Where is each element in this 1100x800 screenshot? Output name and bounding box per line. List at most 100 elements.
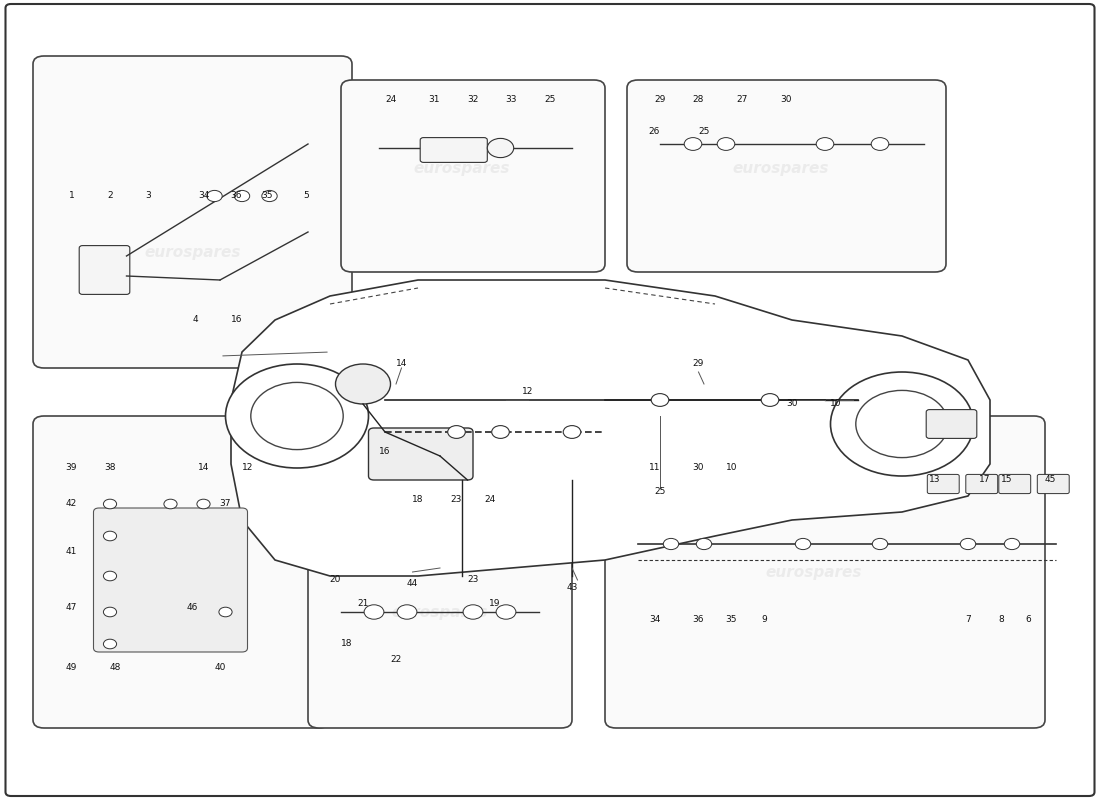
Text: 31: 31 xyxy=(429,95,440,105)
Text: 30: 30 xyxy=(781,95,792,105)
Circle shape xyxy=(487,138,514,158)
FancyBboxPatch shape xyxy=(341,80,605,272)
Text: 8: 8 xyxy=(998,615,1004,625)
Text: 21: 21 xyxy=(358,599,368,609)
Circle shape xyxy=(496,605,516,619)
Circle shape xyxy=(207,190,222,202)
Text: 29: 29 xyxy=(693,359,704,369)
Text: 43: 43 xyxy=(566,583,578,593)
Text: 15: 15 xyxy=(1001,475,1012,485)
Text: 49: 49 xyxy=(66,663,77,673)
Text: 44: 44 xyxy=(407,579,418,589)
Circle shape xyxy=(696,538,712,550)
Text: 24: 24 xyxy=(385,95,396,105)
Text: 36: 36 xyxy=(693,615,704,625)
Text: 35: 35 xyxy=(726,615,737,625)
Circle shape xyxy=(684,138,702,150)
Text: 18: 18 xyxy=(412,495,424,505)
Text: eurospares: eurospares xyxy=(133,565,230,579)
Text: 22: 22 xyxy=(390,655,402,665)
Text: 5: 5 xyxy=(302,191,309,201)
Polygon shape xyxy=(231,280,990,576)
Circle shape xyxy=(336,364,390,404)
Text: 16: 16 xyxy=(231,315,242,325)
FancyBboxPatch shape xyxy=(926,410,977,438)
Circle shape xyxy=(262,190,277,202)
Circle shape xyxy=(563,426,581,438)
Circle shape xyxy=(251,382,343,450)
Text: 26: 26 xyxy=(649,127,660,137)
Text: 38: 38 xyxy=(104,463,116,473)
Circle shape xyxy=(219,607,232,617)
Text: 14: 14 xyxy=(396,359,407,369)
Circle shape xyxy=(197,499,210,509)
Text: 25: 25 xyxy=(654,487,666,497)
Text: 23: 23 xyxy=(468,575,478,585)
Text: 41: 41 xyxy=(66,547,77,557)
Text: eurospares: eurospares xyxy=(392,605,488,619)
Text: 12: 12 xyxy=(522,387,534,397)
Circle shape xyxy=(1004,538,1020,550)
Circle shape xyxy=(397,605,417,619)
Text: 29: 29 xyxy=(654,95,666,105)
FancyBboxPatch shape xyxy=(94,508,248,652)
Circle shape xyxy=(164,499,177,509)
Text: 48: 48 xyxy=(110,663,121,673)
FancyBboxPatch shape xyxy=(999,474,1031,494)
Text: 47: 47 xyxy=(66,603,77,613)
Text: 42: 42 xyxy=(66,499,77,509)
Text: 45: 45 xyxy=(1045,475,1056,485)
Text: 23: 23 xyxy=(451,495,462,505)
Circle shape xyxy=(651,394,669,406)
FancyBboxPatch shape xyxy=(33,56,352,368)
Text: 30: 30 xyxy=(693,463,704,473)
Text: 46: 46 xyxy=(187,603,198,613)
Text: 18: 18 xyxy=(341,639,352,649)
FancyBboxPatch shape xyxy=(33,416,330,728)
Circle shape xyxy=(872,538,888,550)
Text: 12: 12 xyxy=(242,463,253,473)
Circle shape xyxy=(103,571,117,581)
Circle shape xyxy=(364,605,384,619)
Text: 35: 35 xyxy=(262,191,273,201)
Text: 13: 13 xyxy=(930,475,940,485)
Circle shape xyxy=(761,394,779,406)
Text: 32: 32 xyxy=(468,95,478,105)
Text: 4: 4 xyxy=(192,315,199,325)
Text: 1: 1 xyxy=(68,191,75,201)
Text: 25: 25 xyxy=(544,95,556,105)
Text: 24: 24 xyxy=(484,495,495,505)
Circle shape xyxy=(830,372,974,476)
Circle shape xyxy=(103,639,117,649)
Text: 2: 2 xyxy=(107,191,113,201)
Circle shape xyxy=(234,190,250,202)
Text: 34: 34 xyxy=(198,191,209,201)
FancyBboxPatch shape xyxy=(308,512,572,728)
Text: 25: 25 xyxy=(698,127,710,137)
Circle shape xyxy=(103,607,117,617)
Text: 19: 19 xyxy=(490,599,500,609)
Text: 17: 17 xyxy=(979,475,990,485)
FancyBboxPatch shape xyxy=(79,246,130,294)
Circle shape xyxy=(871,138,889,150)
Circle shape xyxy=(717,138,735,150)
Circle shape xyxy=(103,499,117,509)
FancyBboxPatch shape xyxy=(627,80,946,272)
FancyBboxPatch shape xyxy=(966,474,998,494)
Text: 10: 10 xyxy=(830,399,842,409)
Text: 20: 20 xyxy=(330,575,341,585)
Text: 40: 40 xyxy=(214,663,225,673)
Text: 14: 14 xyxy=(198,463,209,473)
Text: 10: 10 xyxy=(726,463,737,473)
FancyBboxPatch shape xyxy=(605,416,1045,728)
Text: 30: 30 xyxy=(786,399,798,409)
Text: 7: 7 xyxy=(965,615,971,625)
Circle shape xyxy=(960,538,976,550)
Text: 28: 28 xyxy=(693,95,704,105)
Text: 36: 36 xyxy=(231,191,242,201)
FancyBboxPatch shape xyxy=(1037,474,1069,494)
Text: 6: 6 xyxy=(1025,615,1032,625)
FancyBboxPatch shape xyxy=(6,4,1094,796)
Text: eurospares: eurospares xyxy=(144,245,241,259)
Text: 27: 27 xyxy=(737,95,748,105)
